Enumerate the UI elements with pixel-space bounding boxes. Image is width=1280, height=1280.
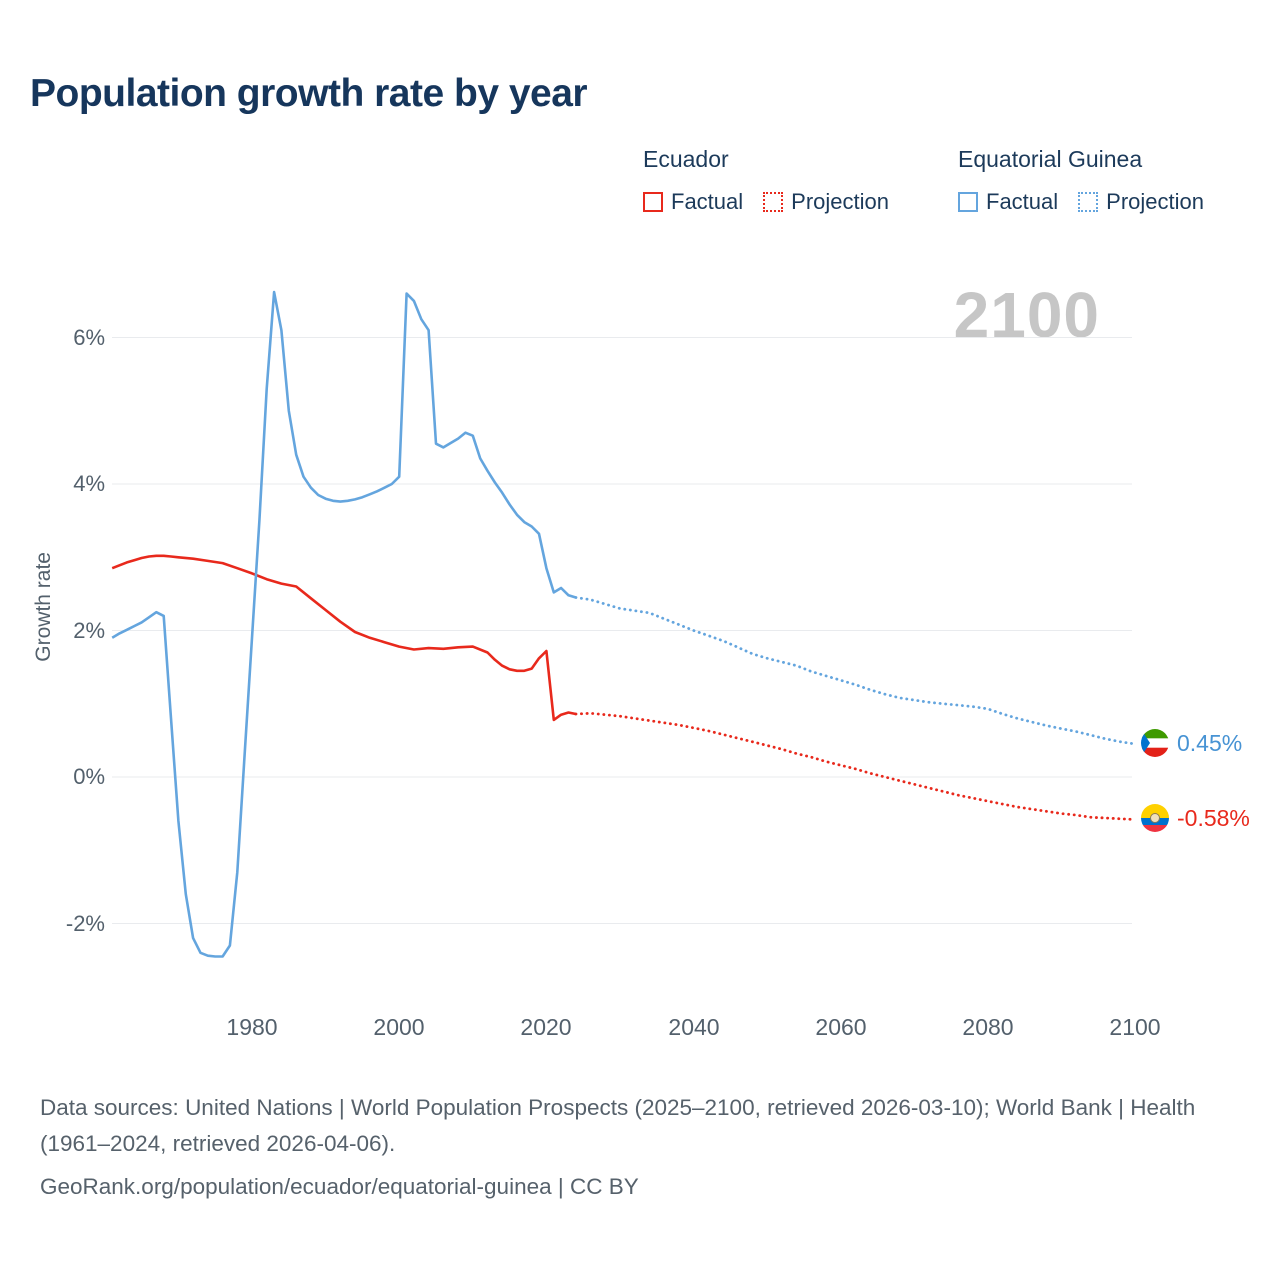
end-value-ecuador: -0.58% — [1177, 804, 1250, 831]
x-tick-label: 2000 — [373, 1014, 425, 1040]
x-tick-label: 2020 — [520, 1014, 572, 1040]
legend-item-ecuador-projection[interactable]: Projection — [763, 189, 889, 215]
legend-item-equatorial-guinea-factual[interactable]: Factual — [958, 189, 1058, 215]
ecuador-projection-swatch-icon — [763, 192, 784, 212]
y-tick-label: 0% — [73, 764, 105, 789]
page-title: Population growth rate by year — [30, 72, 588, 115]
data-sources-text: Data sources: United Nations | World Pop… — [40, 1095, 1196, 1156]
legend-label-equatorial-guinea-factual: Factual — [986, 189, 1059, 214]
y-tick-label: 6% — [73, 325, 105, 350]
legend-group-ecuador: Ecuador Factual Projection — [643, 146, 889, 215]
legend-label-ecuador-projection: Projection — [791, 189, 889, 214]
series-equatorial-guinea-projection — [574, 596, 1137, 746]
x-tick-label: 2060 — [815, 1014, 867, 1040]
y-tick-label: 2% — [73, 618, 105, 643]
equatorial-guinea-flag-icon — [1141, 729, 1169, 757]
legend-label-ecuador-factual: Factual — [671, 189, 744, 214]
x-tick-label: 2100 — [1109, 1014, 1161, 1040]
series-ecuador-projection — [574, 711, 1137, 821]
y-tick-label: -2% — [65, 911, 105, 936]
x-tick-label: 2040 — [668, 1014, 720, 1040]
x-tick-label: 2080 — [962, 1014, 1014, 1040]
end-label-ecuador: -0.58% — [1141, 804, 1250, 832]
equatorial-guinea-projection-swatch-icon — [1078, 192, 1099, 212]
end-label-equatorial-guinea: 0.45% — [1141, 729, 1242, 757]
legend-item-equatorial-guinea-projection[interactable]: Projection — [1078, 189, 1204, 215]
legend-header-equatorial-guinea: Equatorial Guinea — [958, 146, 1143, 172]
equatorial-guinea-factual-swatch-icon — [958, 192, 978, 212]
series-equatorial-guinea-factual — [111, 290, 577, 958]
ecuador-factual-swatch-icon — [643, 192, 663, 212]
legend-row-equatorial-guinea: Factual Projection — [958, 189, 1204, 215]
legend-item-ecuador-factual[interactable]: Factual — [643, 189, 743, 215]
georank-link[interactable]: GeoRank.org/population/ecuador/equatoria… — [40, 1174, 639, 1199]
legend-header-ecuador: Ecuador — [643, 146, 729, 172]
end-value-equatorial-guinea: 0.45% — [1177, 729, 1243, 756]
legend-label-equatorial-guinea-projection: Projection — [1106, 189, 1204, 214]
legend-row-ecuador: Factual Projection — [643, 189, 889, 215]
watermark-year: 2100 — [953, 279, 1100, 351]
footer: Data sources: United Nations | World Pop… — [40, 1090, 1220, 1205]
series-ecuador-factual — [111, 554, 577, 722]
y-tick-label: 4% — [73, 471, 105, 496]
x-tick-label: 1980 — [226, 1014, 278, 1040]
ecuador-flag-icon — [1141, 804, 1169, 832]
legend-group-equatorial-guinea: Equatorial Guinea Factual Projection — [958, 146, 1204, 215]
